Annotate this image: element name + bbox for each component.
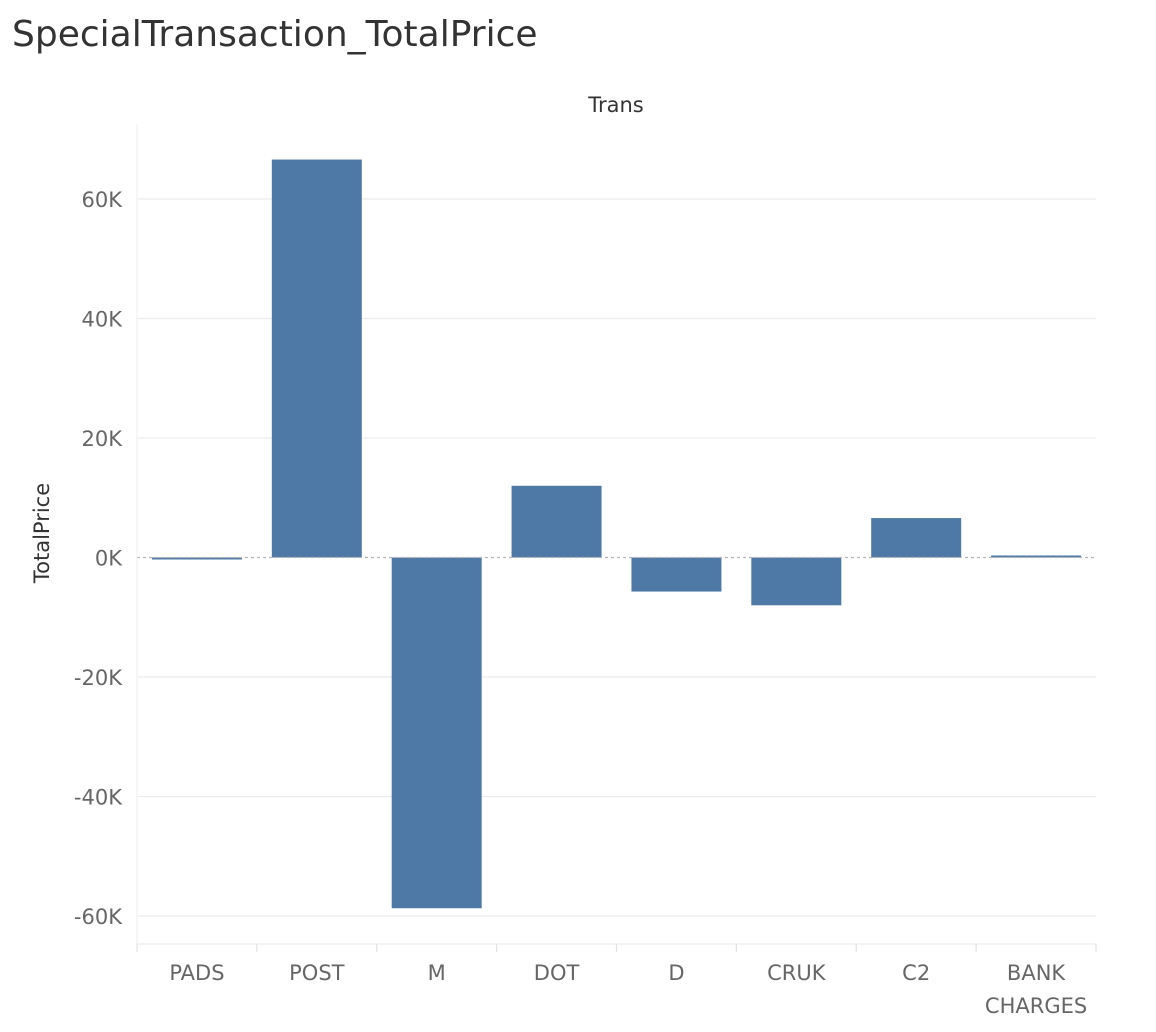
x-tick-label: DOT	[534, 961, 580, 985]
y-tick-label: 40K	[82, 308, 124, 332]
x-tick-label: BANK CHARGES	[985, 961, 1087, 1018]
y-tick-label: -40K	[74, 786, 123, 810]
bar-bank-charges[interactable]	[991, 555, 1082, 558]
bar-post[interactable]	[271, 159, 362, 558]
bars	[151, 159, 1082, 909]
bar-c2[interactable]	[871, 518, 962, 558]
y-tick-label: 20K	[82, 427, 124, 451]
bar-m[interactable]	[391, 557, 482, 909]
column-header: Trans	[587, 93, 644, 117]
x-tick-label: POST	[289, 961, 345, 985]
x-axis: PADS POST M DOT D CRUK C2 BANK CHARGES	[136, 943, 1097, 1018]
chart-title: SpecialTransaction_TotalPrice	[12, 14, 538, 55]
x-tick-label: C2	[902, 961, 930, 985]
x-tick-label: M	[428, 961, 446, 985]
bar-cruk[interactable]	[751, 557, 842, 606]
x-tick-label: PADS	[169, 961, 224, 985]
x-tick-label: CRUK	[767, 961, 827, 985]
bar-d[interactable]	[631, 557, 722, 592]
y-tick-label: -60K	[74, 905, 123, 929]
y-tick-label: 60K	[82, 188, 124, 212]
y-axis-title: TotalPrice	[30, 483, 54, 584]
bar-pads[interactable]	[151, 557, 242, 560]
y-tick-label: -20K	[74, 666, 123, 690]
y-axis: 60K 40K 20K 0K -20K -40K -60K	[74, 124, 138, 944]
y-tick-label: 0K	[95, 547, 123, 571]
bar-dot[interactable]	[511, 485, 602, 558]
x-tick-label: D	[668, 961, 684, 985]
